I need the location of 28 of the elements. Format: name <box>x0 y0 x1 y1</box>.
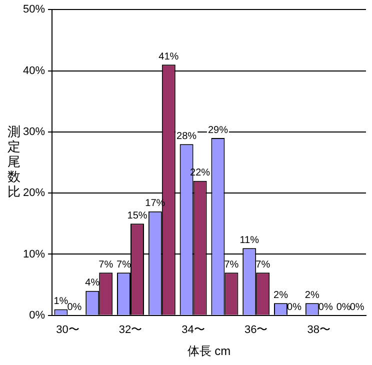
data-label: 0% <box>287 302 302 314</box>
data-label: 41% <box>158 51 179 62</box>
data-label: 0% <box>350 302 364 314</box>
y-tick-label: 0% <box>29 309 46 322</box>
x-tick-label: 36〜 <box>244 324 268 336</box>
data-label: 2% <box>274 290 288 301</box>
y-tick-label: 40% <box>22 64 46 77</box>
x-axis-title: 体長 cm <box>187 344 231 358</box>
x-tick-label: 32〜 <box>118 324 142 336</box>
x-tick-label: 34〜 <box>182 324 205 336</box>
data-label: 0% <box>67 302 82 314</box>
y-tick-label: 10% <box>22 248 46 260</box>
data-label: 1% <box>54 296 68 308</box>
x-tick-label: 30〜 <box>56 324 80 336</box>
data-label: 15% <box>127 210 148 222</box>
x-tick-label: 38〜 <box>307 324 331 336</box>
data-label: 2% <box>304 290 320 301</box>
data-label: 28% <box>176 130 197 142</box>
data-label: 29% <box>208 124 228 136</box>
data-label: 7% <box>224 259 239 270</box>
y-tick-label: 20% <box>22 187 46 200</box>
y-tick-label: 50% <box>22 4 46 16</box>
data-label: 0% <box>336 302 351 314</box>
data-label: 7% <box>98 259 114 270</box>
data-label: 11% <box>240 234 260 246</box>
y-axis-title: 測定尾数比 <box>8 124 20 200</box>
y-tick-label: 30% <box>22 126 46 138</box>
data-label: 7% <box>256 259 270 270</box>
